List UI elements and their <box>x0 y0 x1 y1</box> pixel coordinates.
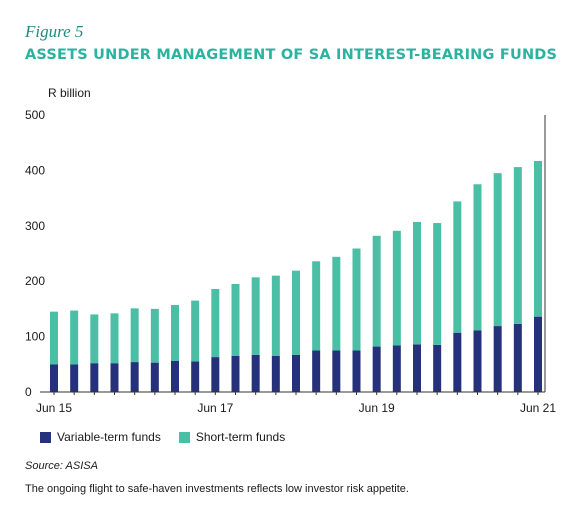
bar-short-term <box>211 288 220 358</box>
bar-variable-term <box>312 350 321 392</box>
bar-variable-term <box>251 354 260 392</box>
bar-short-term <box>110 313 119 364</box>
legend-swatch-short <box>178 431 190 443</box>
bar-variable-term <box>292 354 300 392</box>
bar-short-term <box>493 173 502 327</box>
y-tick-label: 100 <box>25 330 45 344</box>
bar-variable-term <box>453 332 462 392</box>
bar-variable-term <box>150 362 159 392</box>
bar-variable-term <box>191 361 200 392</box>
bar-variable-term <box>231 355 240 392</box>
bar-variable-term <box>271 355 280 392</box>
x-tick-label: Jun 15 <box>36 401 72 415</box>
bar-short-term <box>50 311 58 365</box>
x-tick-label: Jun 21 <box>520 401 556 415</box>
bar-short-term <box>433 223 442 345</box>
bar-short-term <box>292 270 300 355</box>
y-tick-label: 300 <box>25 219 45 233</box>
bar-variable-term <box>211 357 220 392</box>
bar-short-term <box>473 184 482 331</box>
bar-short-term <box>251 277 260 355</box>
legend-label-variable: Variable-term funds <box>57 430 161 444</box>
bar-variable-term <box>50 364 58 392</box>
legend-item-short: Short-term funds <box>178 430 286 444</box>
bars <box>50 160 542 392</box>
bar-short-term <box>150 308 159 363</box>
bar-short-term <box>171 305 179 361</box>
bar-short-term <box>372 235 381 347</box>
figure-label: Figure 5 <box>25 22 84 41</box>
bar-variable-term <box>534 316 542 392</box>
y-tick-label: 200 <box>25 274 45 288</box>
y-axis: 0 100 200 300 400 500 <box>25 108 45 399</box>
legend-label-short: Short-term funds <box>195 430 286 444</box>
bar-variable-term <box>513 323 522 392</box>
bar-short-term <box>332 256 341 351</box>
bar-variable-term <box>70 364 79 392</box>
bar-short-term <box>453 201 462 333</box>
bar-short-term <box>130 308 139 363</box>
caption: The ongoing flight to safe-haven investm… <box>25 483 409 495</box>
y-tick-label: 0 <box>25 385 32 399</box>
x-axis: Jun 15 Jun 17 Jun 19 Jun 21 <box>36 115 556 415</box>
x-tick-label: Jun 17 <box>197 401 233 415</box>
x-tick-label: Jun 19 <box>359 401 395 415</box>
bar-short-term <box>90 314 99 364</box>
legend-item-variable: Variable-term funds <box>40 430 161 444</box>
bar-short-term <box>231 283 240 356</box>
bar-variable-term <box>473 330 482 392</box>
bar-variable-term <box>413 344 421 392</box>
bar-variable-term <box>90 363 99 392</box>
bar-variable-term <box>130 362 139 392</box>
y-axis-label: R billion <box>48 86 91 100</box>
bar-short-term <box>70 310 79 365</box>
legend: Variable-term funds Short-term funds <box>40 430 285 444</box>
bar-short-term <box>513 167 522 324</box>
bar-variable-term <box>332 350 341 392</box>
bar-variable-term <box>352 350 361 392</box>
source-note: Source: ASISA <box>25 460 98 472</box>
bar-short-term <box>191 300 200 362</box>
bar-short-term <box>392 230 401 346</box>
y-tick-label: 500 <box>25 108 45 122</box>
bar-short-term <box>352 248 361 351</box>
bar-short-term <box>534 160 542 317</box>
bar-short-term <box>312 261 321 351</box>
bar-variable-term <box>110 363 119 392</box>
y-tick-label: 400 <box>25 163 45 177</box>
bar-short-term <box>413 221 421 345</box>
bar-variable-term <box>493 326 502 392</box>
bar-variable-term <box>392 345 401 392</box>
bar-variable-term <box>372 346 381 392</box>
bar-variable-term <box>433 344 442 392</box>
chart-title: ASSETS UNDER MANAGEMENT OF SA INTEREST-B… <box>25 47 558 63</box>
legend-swatch-variable <box>40 431 51 443</box>
bar-short-term <box>271 275 280 356</box>
bar-variable-term <box>171 360 179 392</box>
